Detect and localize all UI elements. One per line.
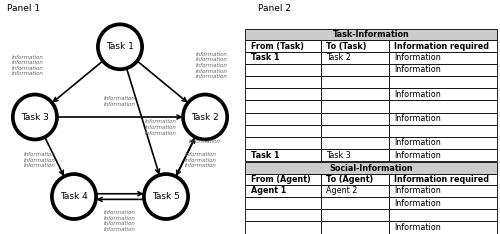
- Text: From (Agent): From (Agent): [250, 175, 310, 184]
- Text: To (Agent): To (Agent): [326, 175, 374, 184]
- FancyBboxPatch shape: [246, 76, 321, 88]
- Text: Information
Information
Information: Information Information Information: [24, 152, 56, 168]
- Text: Panel 2: Panel 2: [258, 4, 292, 12]
- FancyBboxPatch shape: [246, 197, 321, 209]
- Text: Information: Information: [394, 90, 441, 99]
- Text: Information
Information
Information
Information: Information Information Information Info…: [12, 55, 44, 77]
- Circle shape: [100, 27, 140, 67]
- FancyBboxPatch shape: [321, 40, 389, 52]
- FancyBboxPatch shape: [321, 197, 389, 209]
- FancyBboxPatch shape: [321, 221, 389, 234]
- Text: Information: Information: [394, 151, 441, 160]
- Text: Information required: Information required: [394, 42, 490, 51]
- FancyBboxPatch shape: [389, 76, 498, 88]
- FancyBboxPatch shape: [389, 100, 498, 113]
- Text: Task 1: Task 1: [106, 42, 134, 51]
- Text: Task 3: Task 3: [21, 113, 49, 121]
- Circle shape: [146, 177, 186, 216]
- FancyBboxPatch shape: [246, 209, 321, 221]
- FancyBboxPatch shape: [321, 88, 389, 100]
- FancyBboxPatch shape: [321, 149, 389, 161]
- FancyBboxPatch shape: [246, 162, 498, 174]
- FancyBboxPatch shape: [321, 113, 389, 125]
- FancyBboxPatch shape: [246, 40, 321, 52]
- FancyBboxPatch shape: [246, 185, 321, 197]
- Text: Information: Information: [394, 199, 441, 208]
- FancyBboxPatch shape: [246, 113, 321, 125]
- FancyBboxPatch shape: [321, 185, 389, 197]
- Text: Task 1: Task 1: [250, 53, 279, 62]
- FancyBboxPatch shape: [246, 137, 321, 149]
- Text: From (Task): From (Task): [250, 42, 304, 51]
- Text: Agent 2: Agent 2: [326, 186, 358, 195]
- Text: Information: Information: [394, 66, 441, 74]
- FancyBboxPatch shape: [246, 88, 321, 100]
- Text: Task 1: Task 1: [250, 151, 279, 160]
- FancyBboxPatch shape: [389, 197, 498, 209]
- FancyBboxPatch shape: [246, 52, 321, 64]
- Text: Information
Information
Information
Information: Information Information Information Info…: [104, 210, 136, 232]
- FancyBboxPatch shape: [389, 40, 498, 52]
- FancyBboxPatch shape: [389, 174, 498, 185]
- FancyBboxPatch shape: [246, 100, 321, 113]
- Text: Task 2: Task 2: [326, 53, 351, 62]
- Circle shape: [16, 97, 54, 137]
- Text: Task 2: Task 2: [191, 113, 219, 121]
- Text: Agent 1: Agent 1: [250, 186, 286, 195]
- Text: Information: Information: [394, 186, 441, 195]
- Circle shape: [182, 93, 228, 141]
- Text: Information: Information: [394, 139, 441, 147]
- FancyBboxPatch shape: [389, 221, 498, 234]
- Text: Information
Information
Information: Information Information Information: [146, 119, 177, 136]
- FancyBboxPatch shape: [389, 137, 498, 149]
- FancyBboxPatch shape: [321, 64, 389, 76]
- FancyBboxPatch shape: [389, 113, 498, 125]
- Text: Task 3: Task 3: [326, 151, 351, 160]
- Text: Panel 1: Panel 1: [8, 4, 40, 12]
- Text: Information
Information: Information Information: [104, 96, 136, 107]
- FancyBboxPatch shape: [389, 209, 498, 221]
- Text: Social-Information: Social-Information: [330, 164, 413, 172]
- Text: Task-Information: Task-Information: [333, 30, 410, 39]
- FancyBboxPatch shape: [321, 137, 389, 149]
- FancyBboxPatch shape: [321, 209, 389, 221]
- Text: To (Task): To (Task): [326, 42, 366, 51]
- FancyBboxPatch shape: [389, 185, 498, 197]
- FancyBboxPatch shape: [246, 64, 321, 76]
- FancyBboxPatch shape: [246, 174, 321, 185]
- FancyBboxPatch shape: [246, 29, 498, 40]
- Text: Information
Information
Information
Information
Information: Information Information Information Info…: [196, 52, 228, 79]
- Circle shape: [12, 93, 58, 141]
- Circle shape: [54, 177, 94, 216]
- Text: Information
Information
Information: Information Information Information: [184, 152, 216, 168]
- Text: Task 4: Task 4: [60, 192, 88, 201]
- FancyBboxPatch shape: [321, 125, 389, 137]
- Text: Information: Information: [394, 53, 441, 62]
- Text: Information required: Information required: [394, 175, 490, 184]
- FancyBboxPatch shape: [321, 174, 389, 185]
- FancyBboxPatch shape: [389, 88, 498, 100]
- FancyBboxPatch shape: [321, 52, 389, 64]
- FancyBboxPatch shape: [321, 100, 389, 113]
- Circle shape: [186, 97, 224, 137]
- FancyBboxPatch shape: [389, 125, 498, 137]
- FancyBboxPatch shape: [246, 221, 321, 234]
- Circle shape: [51, 173, 97, 220]
- Text: Information: Information: [394, 114, 441, 123]
- Text: Information: Information: [394, 223, 441, 232]
- Circle shape: [143, 173, 189, 220]
- FancyBboxPatch shape: [389, 149, 498, 161]
- FancyBboxPatch shape: [321, 76, 389, 88]
- Circle shape: [97, 23, 143, 70]
- FancyBboxPatch shape: [246, 149, 321, 161]
- FancyBboxPatch shape: [246, 125, 321, 137]
- Text: Information: Information: [189, 139, 221, 144]
- Text: Task 5: Task 5: [152, 192, 180, 201]
- FancyBboxPatch shape: [389, 52, 498, 64]
- FancyBboxPatch shape: [389, 64, 498, 76]
